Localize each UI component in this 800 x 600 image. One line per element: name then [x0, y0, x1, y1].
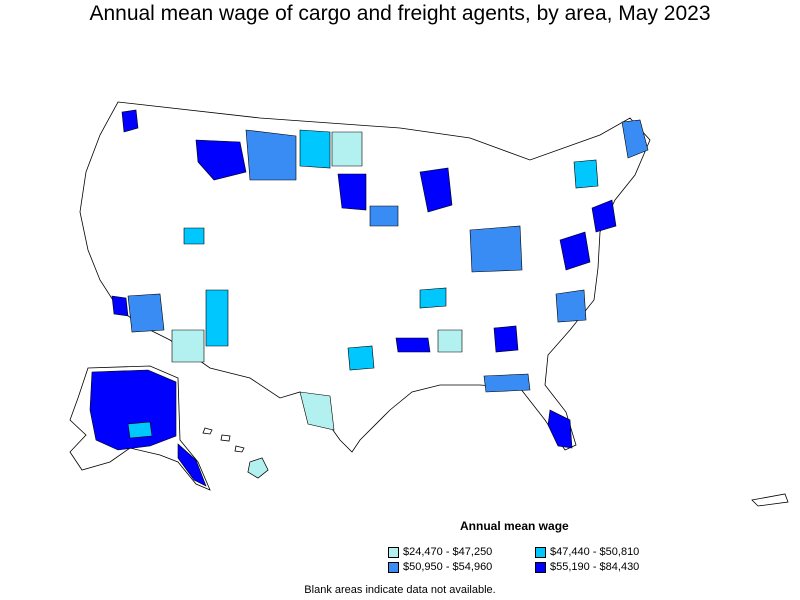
region-tennessee: [419, 287, 447, 309]
legend-label-4: $55,190 - $84,430: [550, 561, 640, 573]
region-atlanta: [493, 325, 519, 353]
region-arizona-south: [171, 329, 205, 363]
legend-swatch-3: [388, 561, 399, 573]
region-new-york: [591, 199, 617, 233]
legend-item-2: $47,440 - $50,810: [535, 546, 639, 558]
legend-item-3: $50,950 - $54,960: [388, 561, 492, 573]
region-north-dakota-far-east: [331, 131, 363, 167]
region-south-texas: [299, 391, 335, 431]
region-new-orleans: [395, 337, 431, 353]
region-florida: [547, 409, 573, 449]
region-maine: [621, 119, 649, 159]
legend-swatch-1: [388, 546, 399, 558]
region-texas-east: [347, 345, 375, 371]
hawaii-islands: [202, 427, 245, 453]
region-north-dakota-east: [299, 129, 331, 169]
region-gulf-coast: [483, 373, 531, 393]
region-la: [111, 295, 129, 317]
region-new-england: [573, 159, 599, 189]
legend-item-1: $24,470 - $47,250: [388, 546, 492, 558]
legend-title: Annual mean wage: [460, 519, 569, 533]
region-montana-east: [245, 129, 297, 181]
wage-regions: [89, 109, 649, 487]
footnote: Blank areas indicate data not available.: [304, 584, 496, 596]
region-arizona: [127, 293, 165, 333]
region-minnesota: [419, 167, 453, 213]
region-new-mexico: [205, 289, 229, 347]
region-dc-baltimore: [559, 231, 591, 271]
region-dakota: [337, 173, 367, 211]
region-north-carolina: [555, 289, 587, 323]
region-seattle: [121, 109, 139, 133]
region-alaska-panhandle: [177, 443, 207, 487]
legend-swatch-4: [535, 561, 546, 573]
region-alaska-main: [89, 369, 177, 451]
puerto-rico: [751, 493, 789, 507]
region-montana: [195, 139, 247, 181]
region-iowa: [369, 205, 399, 227]
region-colorado: [183, 227, 205, 245]
region-hawaii: [247, 457, 269, 479]
legend-item-4: $55,190 - $84,430: [535, 561, 639, 573]
legend-label-1: $24,470 - $47,250: [403, 546, 493, 558]
legend-label-2: $47,440 - $50,810: [550, 546, 640, 558]
region-alaska-south: [127, 421, 153, 439]
legend-swatch-2: [535, 546, 546, 558]
map-title: Annual mean wage of cargo and freight ag…: [89, 2, 711, 25]
region-ohio-valley: [469, 225, 523, 273]
region-mississippi: [437, 329, 463, 353]
legend-label-3: $50,950 - $54,960: [403, 561, 493, 573]
